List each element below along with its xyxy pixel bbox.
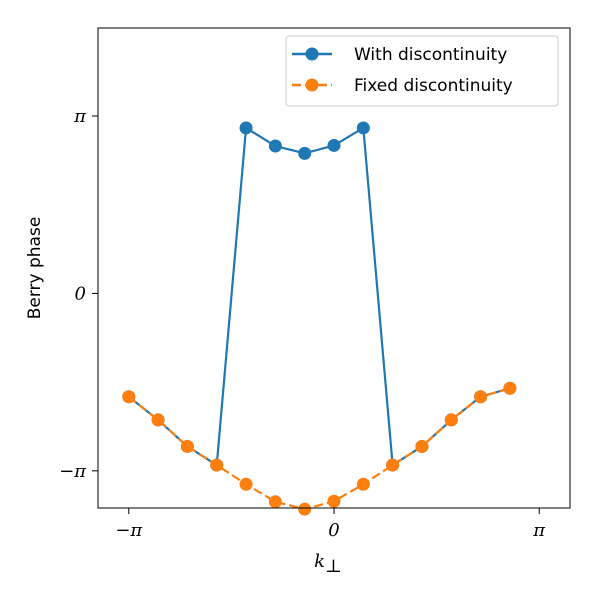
ticks-layer: −π 0 π −π 0 π (59, 106, 546, 541)
point-fixed-discontinuity-13 (503, 381, 517, 395)
point-fixed-discontinuity-1 (151, 413, 165, 427)
y-tick-label-0: −π (59, 461, 87, 482)
legend-label-fixed-discontinuity: Fixed discontinuity (354, 76, 513, 96)
point-fixed-discontinuity-7 (327, 494, 341, 508)
point-with-discontinuity-6 (298, 146, 312, 160)
legend-marker-with-discontinuity (305, 47, 319, 61)
x-tick-label-0: −π (115, 520, 143, 541)
point-fixed-discontinuity-8 (356, 477, 370, 491)
point-with-discontinuity-4 (239, 121, 253, 135)
legend-label-with-discontinuity: With discontinuity (354, 45, 507, 65)
point-fixed-discontinuity-9 (386, 458, 400, 472)
series-fixed-discontinuity (122, 381, 517, 516)
point-fixed-discontinuity-2 (180, 439, 194, 453)
point-fixed-discontinuity-11 (444, 413, 458, 427)
point-with-discontinuity-5 (268, 139, 282, 153)
y-axis-label: Berry phase (25, 217, 45, 320)
point-fixed-discontinuity-6 (298, 502, 312, 516)
x-tick-label-2: π (532, 520, 546, 541)
point-fixed-discontinuity-5 (268, 495, 282, 509)
point-with-discontinuity-7 (327, 138, 341, 152)
legend-entry-with-discontinuity: With discontinuity (292, 45, 507, 65)
series-layer (122, 121, 517, 516)
legend: With discontinuity Fixed discontinuity (285, 35, 559, 107)
x-axis-label: k⊥ (314, 551, 342, 577)
y-tick-label-1: 0 (75, 283, 86, 304)
point-with-discontinuity-8 (356, 121, 370, 135)
y-tick-label-2: π (73, 106, 87, 127)
plot-background (98, 28, 570, 508)
point-fixed-discontinuity-3 (210, 458, 224, 472)
legend-entry-fixed-discontinuity: Fixed discontinuity (292, 76, 513, 96)
x-tick-label-1: 0 (328, 520, 339, 541)
point-fixed-discontinuity-12 (474, 390, 488, 404)
point-fixed-discontinuity-4 (239, 477, 253, 491)
legend-marker-fixed-discontinuity (305, 78, 319, 92)
legend-frame (285, 35, 559, 107)
point-fixed-discontinuity-0 (122, 390, 136, 404)
point-fixed-discontinuity-10 (415, 439, 429, 453)
